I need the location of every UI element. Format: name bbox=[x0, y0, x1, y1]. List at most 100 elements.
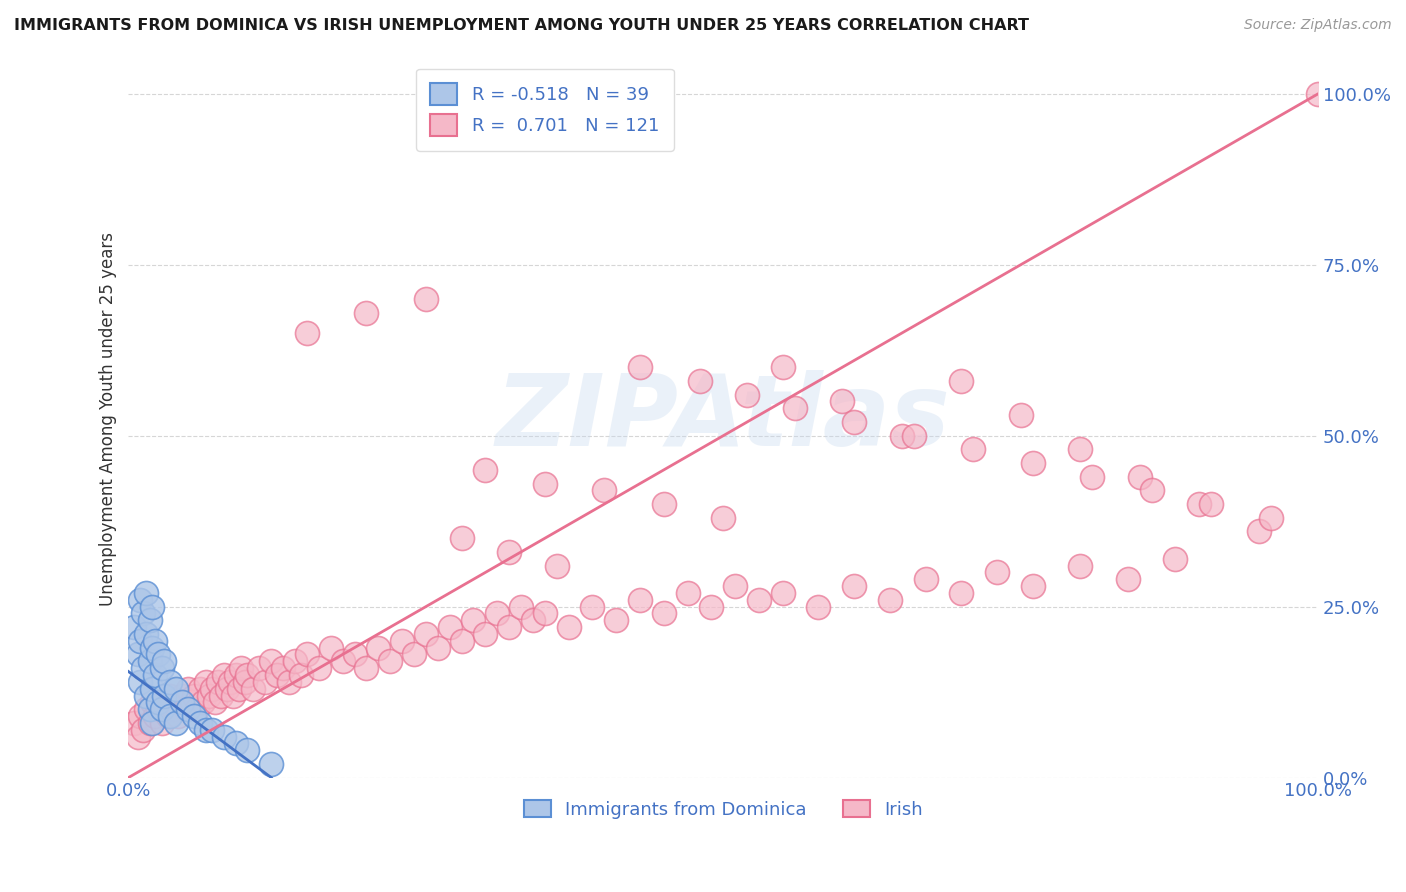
Point bbox=[628, 360, 651, 375]
Point bbox=[271, 661, 294, 675]
Point bbox=[148, 695, 170, 709]
Point bbox=[581, 599, 603, 614]
Point bbox=[486, 607, 509, 621]
Point bbox=[177, 702, 200, 716]
Point bbox=[1247, 524, 1270, 539]
Point bbox=[132, 607, 155, 621]
Point bbox=[139, 613, 162, 627]
Point bbox=[332, 654, 354, 668]
Point bbox=[188, 715, 211, 730]
Point bbox=[450, 633, 472, 648]
Point bbox=[1260, 510, 1282, 524]
Point bbox=[474, 627, 496, 641]
Text: IMMIGRANTS FROM DOMINICA VS IRISH UNEMPLOYMENT AMONG YOUTH UNDER 25 YEARS CORREL: IMMIGRANTS FROM DOMINICA VS IRISH UNEMPL… bbox=[14, 18, 1029, 33]
Point bbox=[1140, 483, 1163, 498]
Point bbox=[1010, 408, 1032, 422]
Point bbox=[225, 668, 247, 682]
Point bbox=[233, 674, 256, 689]
Point bbox=[135, 689, 157, 703]
Point bbox=[356, 305, 378, 319]
Point bbox=[188, 681, 211, 696]
Point bbox=[139, 702, 162, 716]
Point bbox=[143, 668, 166, 682]
Point bbox=[652, 607, 675, 621]
Point bbox=[1021, 579, 1043, 593]
Point bbox=[1081, 469, 1104, 483]
Point bbox=[153, 695, 176, 709]
Point bbox=[186, 702, 208, 716]
Point bbox=[914, 572, 936, 586]
Point bbox=[165, 681, 187, 696]
Point bbox=[546, 558, 568, 573]
Point bbox=[236, 668, 259, 682]
Point bbox=[962, 442, 984, 457]
Text: ZIPAtlas: ZIPAtlas bbox=[496, 370, 950, 467]
Point bbox=[222, 689, 245, 703]
Point bbox=[148, 648, 170, 662]
Point bbox=[711, 510, 734, 524]
Point bbox=[141, 599, 163, 614]
Point bbox=[807, 599, 830, 614]
Point bbox=[247, 661, 270, 675]
Point bbox=[183, 689, 205, 703]
Point bbox=[831, 394, 853, 409]
Point bbox=[174, 702, 197, 716]
Point bbox=[463, 613, 485, 627]
Point bbox=[783, 401, 806, 416]
Point bbox=[180, 695, 202, 709]
Point bbox=[295, 326, 318, 340]
Point bbox=[950, 586, 973, 600]
Point bbox=[295, 648, 318, 662]
Point bbox=[207, 674, 229, 689]
Point bbox=[498, 620, 520, 634]
Point bbox=[903, 428, 925, 442]
Point bbox=[209, 689, 232, 703]
Point bbox=[367, 640, 389, 655]
Point bbox=[450, 531, 472, 545]
Point bbox=[217, 681, 239, 696]
Point bbox=[676, 586, 699, 600]
Point bbox=[165, 715, 187, 730]
Point bbox=[212, 730, 235, 744]
Point bbox=[534, 607, 557, 621]
Point bbox=[242, 681, 264, 696]
Point bbox=[498, 545, 520, 559]
Point bbox=[228, 681, 250, 696]
Point bbox=[170, 695, 193, 709]
Point bbox=[356, 661, 378, 675]
Point bbox=[150, 702, 173, 716]
Point bbox=[135, 702, 157, 716]
Point bbox=[950, 374, 973, 388]
Point bbox=[290, 668, 312, 682]
Point bbox=[153, 654, 176, 668]
Point bbox=[426, 640, 449, 655]
Point bbox=[218, 674, 240, 689]
Point bbox=[391, 633, 413, 648]
Point bbox=[129, 674, 152, 689]
Point bbox=[201, 681, 224, 696]
Point bbox=[139, 654, 162, 668]
Point bbox=[129, 709, 152, 723]
Point bbox=[439, 620, 461, 634]
Point bbox=[474, 463, 496, 477]
Point bbox=[159, 709, 181, 723]
Point bbox=[557, 620, 579, 634]
Point bbox=[1308, 87, 1330, 101]
Point bbox=[129, 592, 152, 607]
Text: Source: ZipAtlas.com: Source: ZipAtlas.com bbox=[1244, 18, 1392, 32]
Point bbox=[605, 613, 627, 627]
Point bbox=[194, 674, 217, 689]
Point bbox=[135, 627, 157, 641]
Point bbox=[135, 586, 157, 600]
Point bbox=[132, 661, 155, 675]
Point bbox=[1069, 442, 1091, 457]
Point bbox=[141, 695, 163, 709]
Point bbox=[201, 723, 224, 737]
Point bbox=[748, 592, 770, 607]
Point bbox=[772, 586, 794, 600]
Point bbox=[194, 723, 217, 737]
Point bbox=[139, 715, 162, 730]
Point bbox=[879, 592, 901, 607]
Point bbox=[231, 661, 253, 675]
Point bbox=[415, 292, 437, 306]
